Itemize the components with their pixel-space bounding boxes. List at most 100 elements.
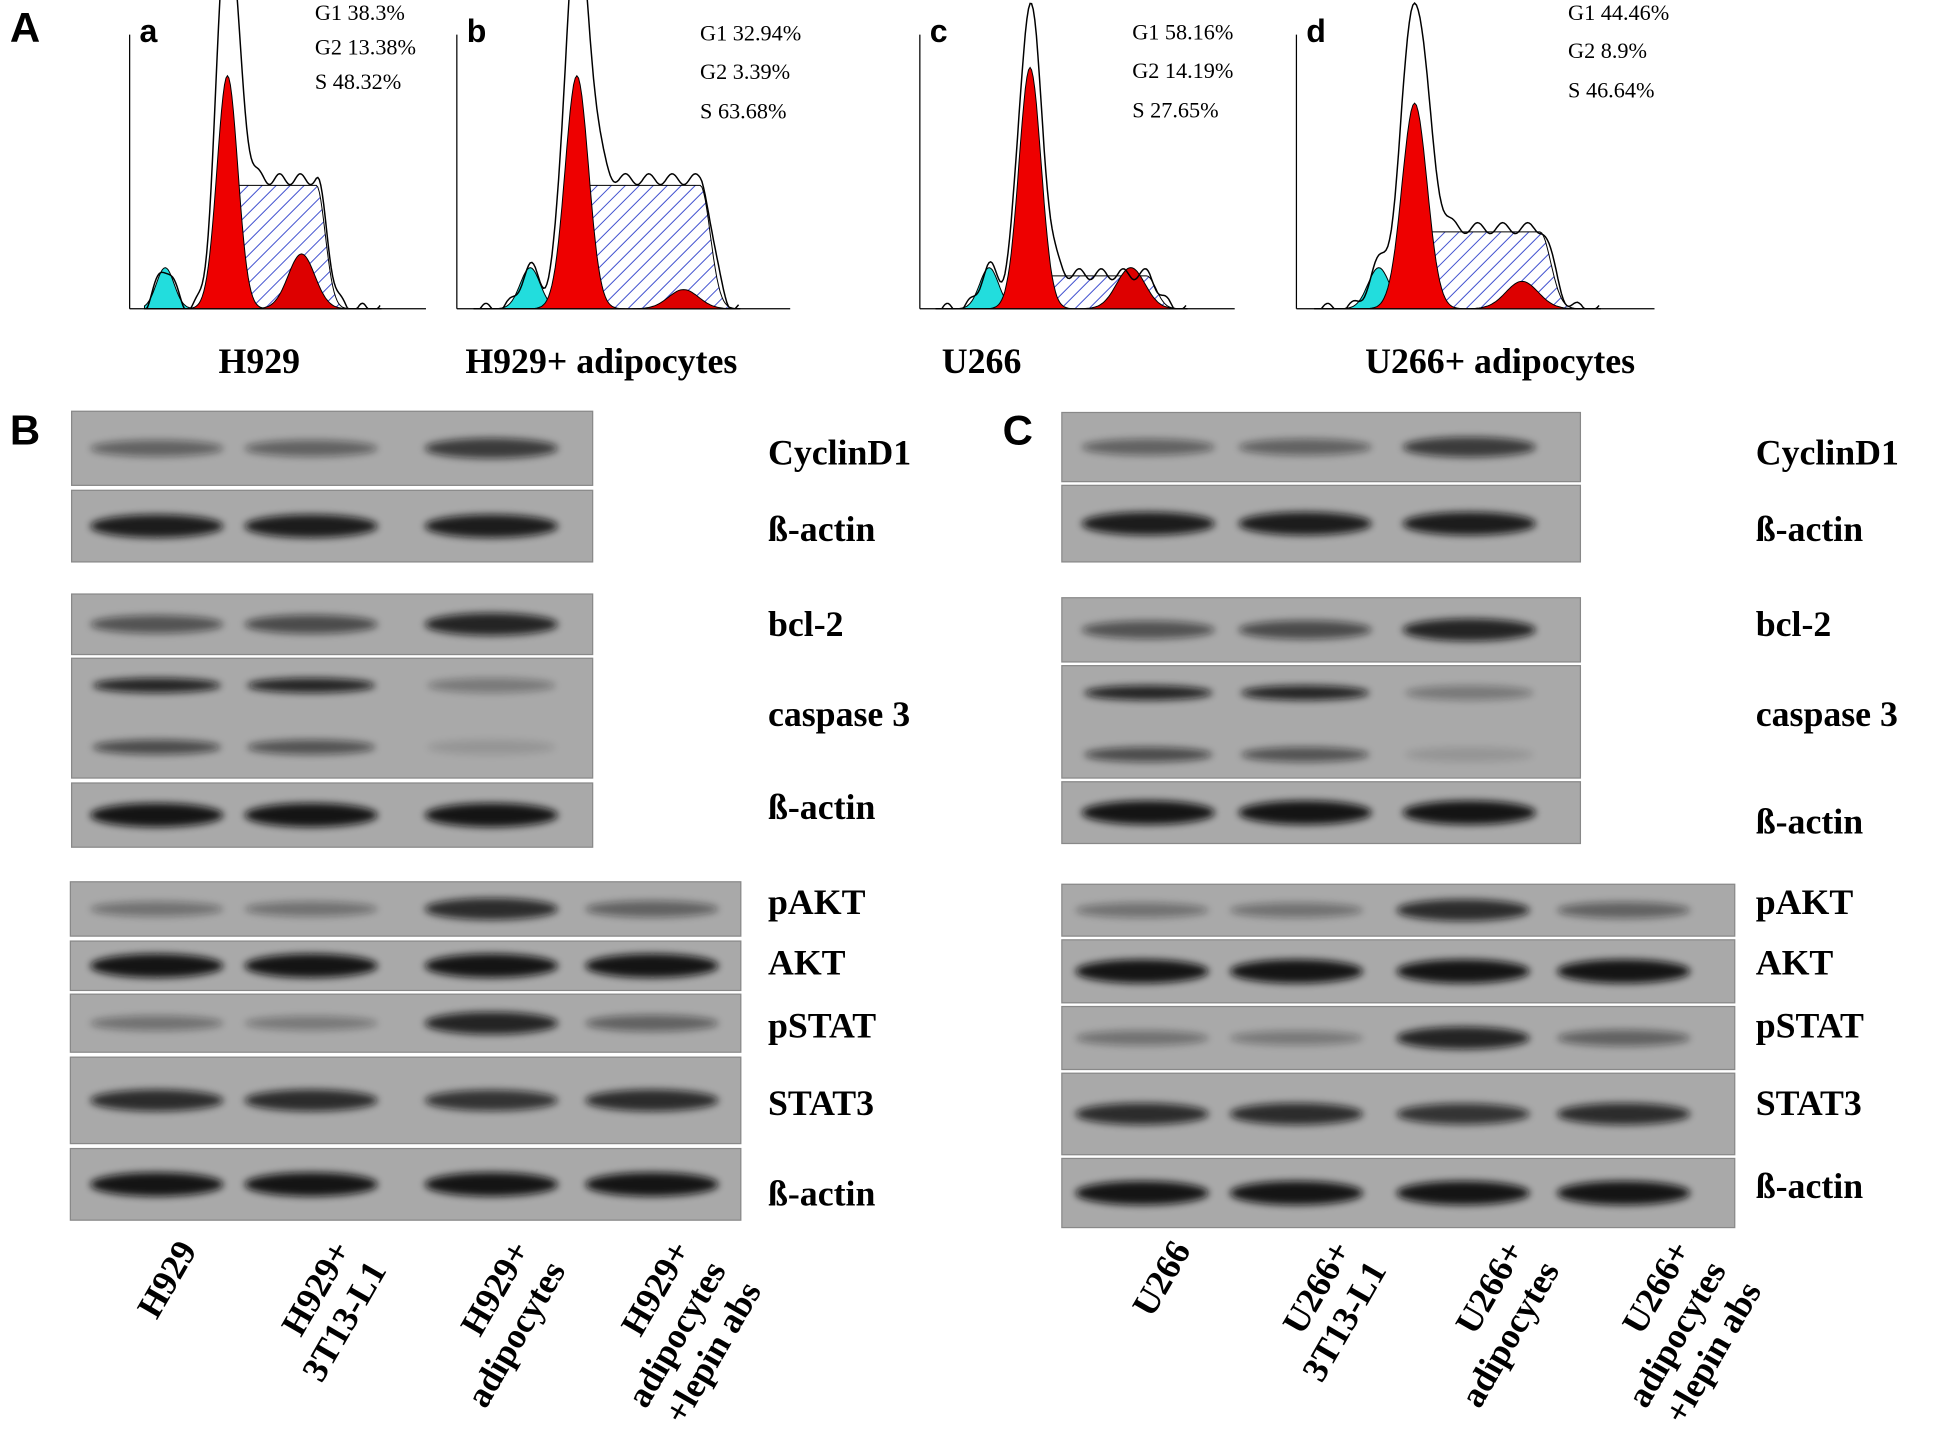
envelope bbox=[1314, 1, 1600, 310]
caption: U266 bbox=[942, 341, 1022, 381]
band bbox=[424, 898, 559, 920]
s-phase bbox=[144, 184, 382, 310]
lane-label: H929+3T13-L1 bbox=[273, 1234, 394, 1388]
band bbox=[92, 739, 222, 755]
band bbox=[424, 1172, 559, 1197]
band bbox=[424, 514, 559, 538]
band bbox=[1084, 685, 1213, 701]
band bbox=[1081, 512, 1215, 536]
blot-label: ß-actin bbox=[1756, 802, 1863, 842]
lane-label-line: H929 bbox=[129, 1234, 204, 1325]
envelope bbox=[473, 0, 740, 310]
blot-label: caspase 3 bbox=[1756, 694, 1898, 734]
band bbox=[1396, 1026, 1530, 1050]
band bbox=[424, 953, 559, 978]
lane-label: U266+adipocytes bbox=[1447, 1234, 1567, 1414]
band bbox=[1075, 1103, 1209, 1125]
band bbox=[1405, 685, 1534, 701]
envelope bbox=[144, 0, 381, 310]
band bbox=[1556, 1103, 1691, 1125]
band bbox=[1402, 800, 1536, 825]
stat: S 63.68% bbox=[700, 99, 786, 124]
band bbox=[1238, 800, 1372, 825]
blot-label: pAKT bbox=[768, 882, 866, 922]
band bbox=[1402, 512, 1536, 536]
band bbox=[1084, 747, 1213, 762]
blot-label: bcl-2 bbox=[1756, 604, 1832, 644]
blot-label: AKT bbox=[768, 942, 846, 982]
band bbox=[1075, 959, 1209, 984]
stat: G1 32.94% bbox=[700, 21, 801, 46]
blot-label: pSTAT bbox=[1756, 1005, 1864, 1045]
band bbox=[90, 1172, 224, 1197]
g2-peak bbox=[1314, 280, 1601, 310]
blot-label: CyclinD1 bbox=[768, 432, 911, 472]
band bbox=[244, 1089, 378, 1112]
blot bbox=[70, 657, 594, 779]
blot-label: ß-actin bbox=[768, 1173, 875, 1213]
band bbox=[90, 1015, 224, 1031]
band bbox=[244, 901, 378, 917]
blot-label: STAT3 bbox=[1756, 1083, 1862, 1123]
band bbox=[90, 803, 224, 828]
band bbox=[90, 514, 224, 538]
stat: G2 13.38% bbox=[315, 34, 416, 59]
stat: G2 3.39% bbox=[700, 59, 790, 84]
band bbox=[1075, 1181, 1209, 1205]
band bbox=[585, 900, 719, 918]
band bbox=[1240, 685, 1370, 701]
band bbox=[1238, 512, 1372, 536]
band bbox=[1396, 899, 1530, 922]
band bbox=[1405, 747, 1534, 762]
band bbox=[90, 440, 224, 457]
lane-label: H929+adipocytes bbox=[452, 1234, 573, 1414]
lane-label: H929+adipocytes+lepin abs bbox=[613, 1234, 769, 1430]
band bbox=[424, 803, 559, 828]
band bbox=[1402, 436, 1536, 458]
stat: G2 8.9% bbox=[1568, 38, 1647, 63]
band bbox=[1556, 959, 1691, 984]
band bbox=[1402, 618, 1536, 642]
lane-label: U266+3T13-L1 bbox=[1274, 1234, 1394, 1388]
band bbox=[1075, 1030, 1209, 1046]
blot-label: AKT bbox=[1756, 942, 1834, 982]
caption: H929 bbox=[219, 341, 301, 381]
band bbox=[1229, 959, 1364, 984]
band bbox=[424, 1011, 559, 1035]
band bbox=[90, 615, 224, 634]
blot-label: ß-actin bbox=[768, 787, 875, 827]
band bbox=[1556, 1181, 1691, 1205]
band bbox=[424, 1089, 559, 1111]
lane-label-line: U266 bbox=[1124, 1234, 1198, 1323]
band bbox=[585, 1089, 719, 1112]
band bbox=[585, 1014, 719, 1032]
stat: G2 14.19% bbox=[1132, 58, 1233, 83]
band bbox=[244, 803, 378, 828]
band bbox=[427, 739, 556, 755]
sub-letter: a bbox=[140, 13, 159, 49]
band bbox=[1229, 902, 1364, 918]
blot-label: pSTAT bbox=[768, 1005, 876, 1045]
band bbox=[585, 1172, 719, 1197]
blot-label: STAT3 bbox=[768, 1083, 874, 1123]
blot-label: caspase 3 bbox=[768, 694, 910, 734]
stat: S 27.65% bbox=[1132, 97, 1218, 122]
band bbox=[585, 953, 719, 978]
blot-label: CyclinD1 bbox=[1756, 432, 1899, 472]
caption: U266+ adipocytes bbox=[1365, 341, 1635, 381]
band bbox=[246, 739, 376, 755]
s-phase bbox=[473, 184, 741, 310]
band bbox=[1081, 620, 1215, 639]
sub-letter: d bbox=[1306, 13, 1326, 49]
band bbox=[246, 678, 376, 693]
panel-letter: B bbox=[10, 407, 40, 454]
band bbox=[1238, 438, 1372, 456]
stat: G1 44.46% bbox=[1568, 0, 1669, 25]
band bbox=[244, 953, 378, 978]
band bbox=[90, 901, 224, 917]
blot-label: ß-actin bbox=[1756, 509, 1863, 549]
stat: S 46.64% bbox=[1568, 78, 1654, 103]
band bbox=[1556, 1029, 1691, 1047]
stat: S 48.32% bbox=[315, 69, 401, 94]
